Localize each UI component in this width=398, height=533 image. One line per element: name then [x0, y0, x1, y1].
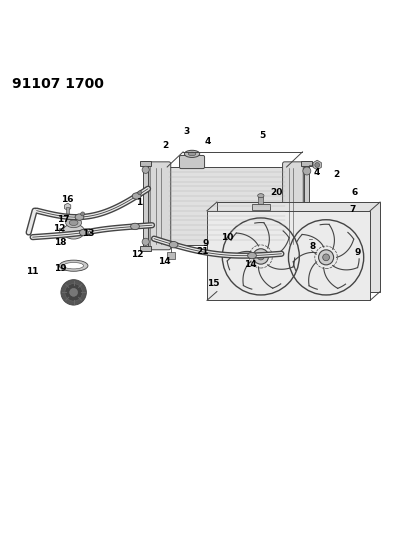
FancyBboxPatch shape	[150, 162, 171, 250]
Ellipse shape	[184, 150, 200, 157]
Ellipse shape	[132, 193, 141, 199]
Text: 4: 4	[313, 168, 320, 177]
Bar	[301, 246, 312, 251]
Bar	[258, 196, 263, 205]
Ellipse shape	[188, 152, 196, 156]
Bar	[143, 161, 148, 251]
Bar	[140, 161, 151, 166]
Ellipse shape	[69, 220, 78, 225]
Bar	[309, 256, 317, 262]
Bar	[66, 207, 69, 215]
FancyBboxPatch shape	[179, 156, 205, 168]
Text: 2: 2	[333, 171, 339, 180]
Text: 4: 4	[205, 136, 211, 146]
Circle shape	[61, 280, 86, 305]
Ellipse shape	[63, 224, 84, 239]
Circle shape	[142, 238, 149, 245]
Text: 9: 9	[354, 248, 361, 257]
Circle shape	[65, 284, 82, 301]
Circle shape	[308, 244, 315, 251]
Text: 14: 14	[244, 260, 256, 269]
Circle shape	[315, 236, 320, 241]
Ellipse shape	[169, 241, 178, 248]
Circle shape	[142, 166, 149, 173]
Circle shape	[138, 191, 142, 195]
Circle shape	[258, 253, 264, 260]
Text: 2: 2	[162, 141, 168, 150]
Circle shape	[81, 212, 85, 216]
Polygon shape	[217, 202, 380, 292]
Bar	[140, 246, 151, 251]
Circle shape	[85, 230, 88, 233]
Ellipse shape	[64, 263, 84, 269]
Bar	[304, 161, 309, 251]
Circle shape	[70, 288, 78, 296]
Circle shape	[59, 230, 62, 233]
Text: 9: 9	[202, 239, 209, 248]
Circle shape	[318, 250, 334, 265]
Text: 7: 7	[349, 206, 355, 214]
Text: 5: 5	[259, 132, 266, 141]
Text: 12: 12	[131, 250, 144, 259]
Text: 15: 15	[207, 279, 219, 288]
Text: 14: 14	[158, 257, 170, 266]
Bar	[84, 228, 89, 235]
Circle shape	[315, 163, 320, 167]
Ellipse shape	[66, 218, 82, 228]
Text: 1: 1	[136, 198, 142, 207]
Circle shape	[303, 167, 311, 175]
Text: 91107 1700: 91107 1700	[12, 77, 104, 92]
Bar	[167, 252, 175, 260]
FancyBboxPatch shape	[283, 162, 303, 250]
Ellipse shape	[131, 223, 139, 230]
Ellipse shape	[248, 252, 256, 259]
Text: 19: 19	[54, 264, 67, 273]
Circle shape	[323, 254, 330, 261]
Text: 8: 8	[309, 242, 316, 251]
Text: 21: 21	[197, 247, 209, 256]
Bar	[167, 167, 287, 245]
Circle shape	[303, 237, 311, 245]
Bar	[252, 205, 269, 210]
Ellipse shape	[258, 193, 264, 198]
Text: 12: 12	[53, 224, 66, 233]
Text: 3: 3	[183, 127, 189, 136]
Polygon shape	[207, 211, 370, 300]
Text: 10: 10	[220, 233, 233, 243]
Ellipse shape	[80, 229, 88, 236]
Bar	[301, 161, 312, 166]
Ellipse shape	[75, 214, 84, 220]
Polygon shape	[313, 234, 321, 244]
Text: 16: 16	[61, 195, 74, 204]
Text: 20: 20	[270, 188, 283, 197]
Bar	[59, 228, 63, 235]
Text: 13: 13	[82, 229, 95, 238]
Text: 6: 6	[351, 188, 357, 197]
Circle shape	[253, 249, 269, 264]
Bar	[217, 249, 225, 255]
Polygon shape	[313, 160, 321, 170]
Text: 18: 18	[54, 238, 67, 247]
Text: 17: 17	[57, 215, 69, 224]
Text: 11: 11	[26, 267, 39, 276]
Ellipse shape	[59, 260, 88, 271]
Polygon shape	[64, 203, 71, 211]
